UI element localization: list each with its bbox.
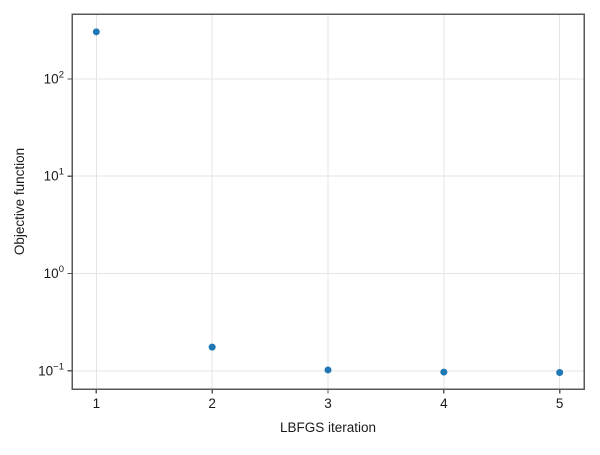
tick-layer: 1 2 3 4 5 102 101 100 10−1	[38, 69, 563, 411]
grid-layer	[72, 14, 584, 389]
y-tick-label: 102	[44, 69, 64, 86]
x-axis-label: LBFGS iteration	[280, 420, 376, 435]
y-axis-label: Objective function	[12, 148, 27, 255]
x-tick-label: 5	[556, 396, 564, 411]
data-point	[440, 368, 448, 376]
y-tick-label: 101	[44, 167, 64, 184]
data-point	[556, 369, 564, 377]
points-layer	[92, 28, 564, 377]
y-tick-label: 10−1	[38, 361, 64, 378]
x-tick-label: 1	[93, 396, 101, 411]
data-point	[324, 366, 332, 374]
data-point	[92, 28, 100, 36]
x-tick-label: 2	[208, 396, 216, 411]
x-tick-label: 3	[324, 396, 332, 411]
data-point	[208, 343, 216, 351]
x-tick-label: 4	[440, 396, 448, 411]
y-tick-label: 100	[44, 264, 64, 281]
